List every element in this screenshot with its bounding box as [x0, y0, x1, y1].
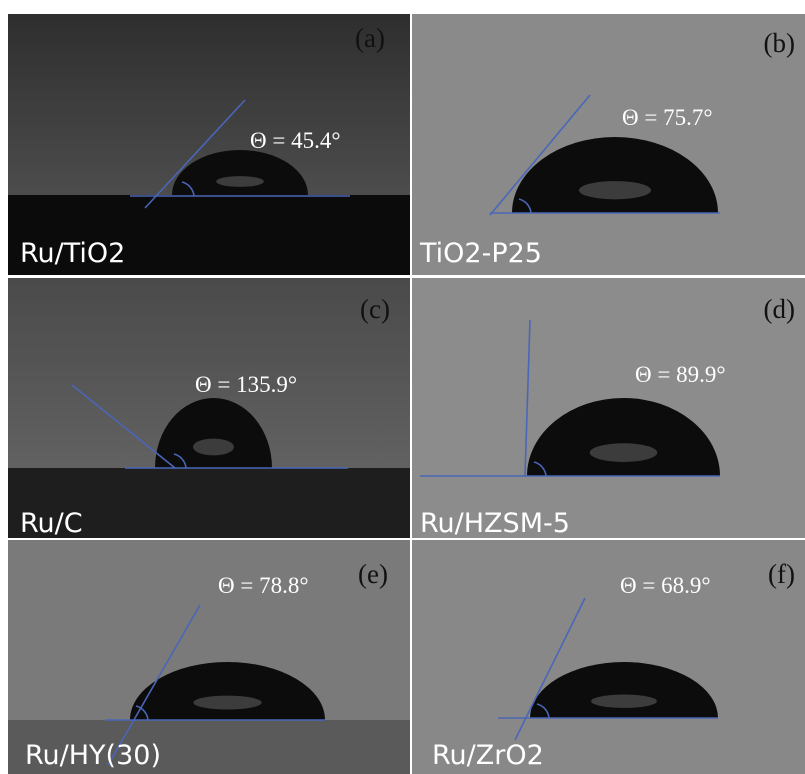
reflection — [193, 696, 261, 710]
panel: Θ = 89.9° (d) Ru/HZSM-5 — [412, 278, 805, 539]
sample-label: Ru/HY(30) — [25, 740, 161, 771]
panel-tag: (c) — [360, 294, 390, 324]
reflection — [590, 443, 658, 462]
panel: Θ = 68.9° (f) Ru/ZrO2 — [412, 540, 805, 774]
panel: Θ = 75.7° (b) TiO2-P25 — [412, 14, 805, 275]
angle-value: Θ = 75.7° — [622, 105, 713, 130]
panel-tag: (a) — [355, 23, 385, 53]
reflection — [216, 176, 264, 187]
reflection — [579, 181, 651, 199]
angle-value: Θ = 135.9° — [195, 372, 297, 397]
angle-value: Θ = 68.9° — [620, 573, 711, 598]
sample-label: Ru/HZSM-5 — [420, 508, 570, 539]
panel-tag: (f) — [768, 559, 795, 589]
sample-label: Ru/ZrO2 — [432, 740, 544, 771]
panel: Θ = 135.9° (c) Ru/C — [8, 278, 410, 539]
figure: Θ = 45.4°(a)Ru/TiO2Θ = 75.7°(b)TiO2-P25Θ… — [0, 0, 805, 774]
panel: Θ = 78.8° (e) Ru/HY(30) — [8, 540, 410, 774]
reflection — [591, 694, 657, 707]
angle-value: Θ = 89.9° — [635, 362, 726, 387]
panel-tag: (e) — [358, 559, 388, 589]
sample-label: Ru/TiO2 — [20, 238, 125, 269]
photo — [412, 540, 805, 774]
angle-value: Θ = 78.8° — [218, 573, 309, 598]
panel-tag: (d) — [764, 294, 795, 324]
reflection — [193, 439, 234, 456]
panel-tag: (b) — [764, 28, 795, 58]
panel: Θ = 45.4° (a) Ru/TiO2 — [8, 14, 410, 275]
angle-value: Θ = 45.4° — [250, 128, 341, 153]
sample-label: Ru/C — [20, 508, 83, 539]
sample-label: TiO2-P25 — [419, 238, 542, 269]
